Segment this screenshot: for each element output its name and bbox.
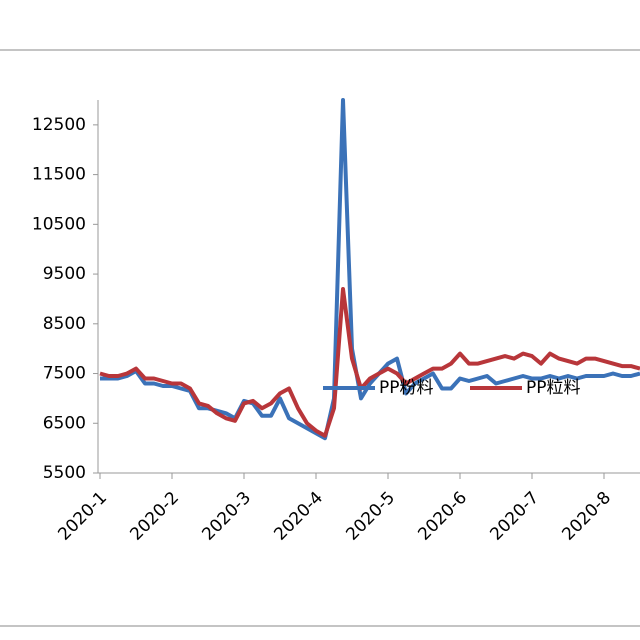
y-tick-label: 6500	[43, 413, 86, 433]
y-tick-label: 10500	[32, 214, 86, 234]
y-tick-label: 9500	[43, 264, 86, 284]
x-tick-label: 2020-8	[558, 488, 615, 545]
x-tick-label: 2020-2	[126, 488, 183, 545]
x-tick-label: 2020-6	[414, 488, 471, 545]
y-tick-label: 12500	[32, 115, 86, 135]
series-line	[99, 287, 640, 438]
x-tick-label: 2020-3	[198, 488, 255, 545]
x-tick-label: 2020-4	[270, 488, 327, 545]
x-tick-label: 2020-5	[342, 488, 399, 545]
x-tick-label: 2020-7	[486, 488, 543, 545]
y-tick-label: 7500	[43, 364, 86, 384]
x-tick-label: 2020-1	[54, 488, 111, 545]
legend-label: PP粒料	[526, 378, 581, 398]
y-tick-label: 5500	[43, 463, 86, 483]
legend-label: PP粉料	[379, 378, 434, 398]
y-tick-label: 8500	[43, 314, 86, 334]
y-tick-label: 11500	[32, 165, 86, 185]
